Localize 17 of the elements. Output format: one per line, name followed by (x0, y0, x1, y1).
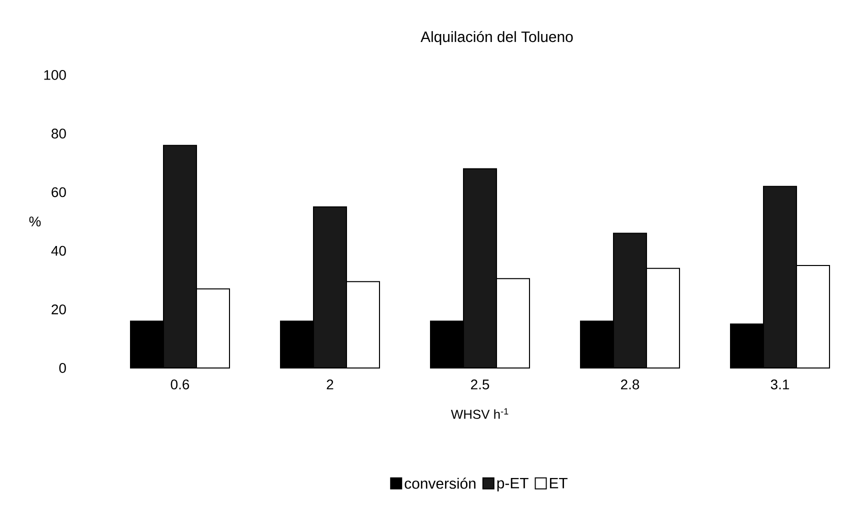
legend-label: p-ET (497, 478, 528, 492)
y-tick-label: 20 (52, 304, 66, 314)
chart-title: Alquilación del Tolueno (420, 30, 573, 46)
y-axis-title: % (29, 216, 41, 226)
y-tick-label: 40 (51, 246, 66, 256)
x-axis-title: WHSV h$^{-1}$ (450, 408, 508, 419)
x-tick-label: 3.1 (770, 380, 790, 390)
x-tick-label: 2 (326, 380, 334, 390)
x-tick-label: 2.8 (621, 380, 640, 390)
legend-label: ET (550, 478, 568, 488)
x-tick-label: 2.5 (471, 380, 490, 390)
legend-label: conversión (404, 478, 476, 489)
y-tick-label: 0 (59, 363, 66, 373)
x-tick-label: 0.6 (170, 380, 190, 390)
y-tick-label: 80 (52, 128, 66, 139)
y-tick-label: 100 (44, 70, 66, 80)
y-tick-label: 60 (52, 187, 66, 198)
